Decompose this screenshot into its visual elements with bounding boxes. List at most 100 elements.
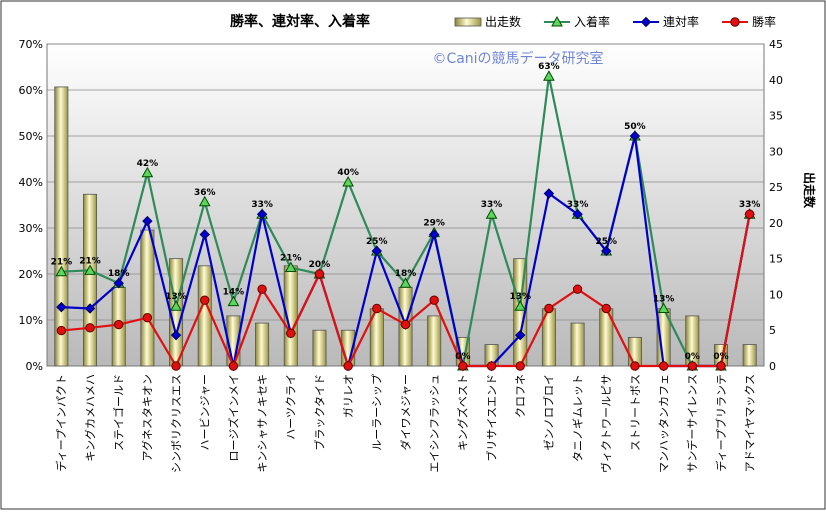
point-勝率 (400, 319, 411, 330)
data-label: 25% (366, 237, 388, 247)
category-label: アドマイヤマックス (744, 374, 757, 472)
category-label: ブラックタイド (312, 374, 326, 451)
category-label: マンハッタンカフェ (657, 374, 670, 473)
data-label: 21% (51, 258, 73, 268)
point-勝率 (429, 295, 439, 305)
category-label: タニノギムレット (571, 374, 584, 462)
point-入着率 (342, 175, 354, 187)
data-label: 33% (567, 200, 589, 210)
point-連対率 (572, 208, 583, 220)
data-label: 0% (455, 352, 470, 362)
point-勝率 (200, 295, 210, 305)
point-入着率 (657, 302, 670, 313)
data-label: 13% (653, 295, 675, 305)
category-label: ヴィクトワールピサ (599, 374, 613, 473)
legend-label: 連対率 (663, 14, 699, 29)
data-label: 50% (624, 122, 646, 132)
right-tick-label: 25 (769, 181, 783, 194)
point-勝率 (228, 361, 239, 371)
category-label: ガリレオ (342, 374, 355, 418)
point-勝率 (572, 284, 583, 294)
point-勝率 (171, 361, 181, 371)
data-label: 63% (538, 62, 560, 72)
point-入着率 (55, 265, 68, 277)
point-入着率 (514, 300, 527, 311)
y2-axis-label: 出走数 (802, 172, 817, 209)
left-tick-label: 0% (26, 360, 43, 373)
category-label: シンボリクリスエス (170, 374, 183, 473)
data-label: 29% (423, 219, 445, 229)
category-label: ロージズインメイ (226, 374, 240, 461)
bar (312, 329, 327, 367)
category-label: ブリサイスエンド (484, 374, 498, 462)
right-tick-label: 45 (769, 38, 783, 51)
point-連対率 (515, 329, 526, 341)
data-label: 33% (739, 200, 761, 210)
legend-label: 出走数 (485, 14, 521, 29)
point-入着率 (141, 166, 154, 178)
point-連対率 (199, 229, 210, 240)
left-tick-label: 60% (19, 84, 43, 97)
point-連対率 (601, 245, 612, 257)
point-連対率 (56, 301, 67, 313)
category-label: ルーラーシップ (371, 374, 384, 451)
point-勝率 (630, 361, 640, 371)
right-tick-label: 10 (769, 288, 783, 301)
point-入着率 (170, 300, 182, 311)
data-label: 14% (223, 288, 245, 298)
watermark: ©Caniの競馬データ研究室 (432, 50, 603, 67)
bar (197, 265, 212, 367)
category-label: ディープブリランテ (714, 374, 728, 472)
point-勝率 (286, 328, 296, 339)
left-tick-label: 70% (19, 38, 43, 51)
left-tick-label: 10% (19, 314, 43, 327)
data-label: 42% (137, 159, 159, 169)
point-勝率 (85, 323, 95, 333)
data-label: 21% (280, 254, 302, 264)
point-勝率 (515, 361, 525, 371)
chart-title: 勝率、連対率、入着率 (230, 13, 370, 30)
point-勝率 (372, 303, 382, 314)
point-連対率 (256, 208, 268, 220)
point-勝率 (687, 361, 697, 371)
right-tick-label: 0 (769, 360, 776, 373)
category-label: ステイゴールド (112, 374, 126, 451)
bar (742, 344, 757, 367)
data-label: 21% (79, 256, 101, 266)
left-tick-label: 50% (19, 130, 43, 143)
point-入着率 (84, 264, 96, 275)
right-tick-label: 5 (769, 324, 776, 337)
point-勝率 (257, 284, 267, 294)
category-label: ダイワメジャー (398, 374, 412, 450)
point-連対率 (142, 215, 153, 227)
point-連対率 (629, 130, 641, 142)
data-label: 33% (251, 200, 273, 210)
point-連対率 (371, 245, 383, 257)
point-勝率 (486, 361, 497, 371)
category-label: ハーツクライ (285, 374, 298, 440)
bar (427, 315, 442, 367)
category-label: ハービンジャー (199, 374, 212, 450)
point-入着率 (227, 295, 240, 307)
category-label: キンシャサノキセキ (256, 374, 269, 472)
bar (54, 86, 69, 367)
legend-marker (640, 16, 652, 28)
point-勝率 (314, 269, 325, 279)
data-label: 36% (194, 188, 216, 198)
data-label: 0% (685, 352, 700, 362)
data-label: 40% (337, 168, 359, 178)
category-label: クロフネ (514, 374, 527, 418)
point-勝率 (716, 361, 726, 371)
data-label: 18% (108, 269, 130, 279)
data-label: 0% (713, 352, 728, 362)
bar (570, 322, 585, 367)
data-label: 25% (595, 237, 617, 247)
right-tick-label: 40 (769, 74, 783, 87)
point-入着率 (485, 208, 498, 219)
bar (140, 229, 155, 367)
point-入着率 (399, 277, 412, 288)
left-tick-label: 40% (19, 176, 43, 189)
legend-label: 勝率 (752, 14, 776, 29)
point-勝率 (56, 325, 67, 336)
